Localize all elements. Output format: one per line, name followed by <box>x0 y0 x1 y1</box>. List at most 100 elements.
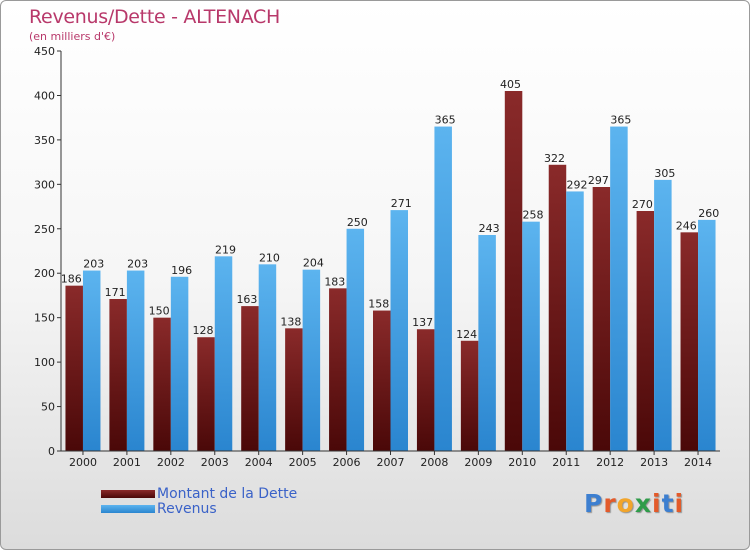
x-tick-label: 2011 <box>552 456 580 469</box>
logo-letter: i <box>652 489 662 518</box>
proxiti-logo: Proxiti <box>584 489 684 518</box>
data-labels: 1862031712031501961282191632101382041832… <box>61 78 720 341</box>
data-label: 270 <box>632 198 653 211</box>
y-tick-label: 200 <box>34 267 55 280</box>
y-tick-label: 100 <box>34 356 55 369</box>
data-label: 183 <box>324 275 345 288</box>
bar-revenus <box>82 270 101 451</box>
x-tick-label: 2000 <box>69 456 97 469</box>
bar-revenus <box>302 269 321 451</box>
x-tick-label: 2007 <box>377 456 405 469</box>
bar-revenus <box>566 191 584 451</box>
bar-dette <box>548 164 567 451</box>
x-tick-label: 2002 <box>157 456 185 469</box>
bar-dette <box>373 310 391 451</box>
x-tick-label: 2013 <box>640 456 668 469</box>
logo-letter: i <box>674 489 685 518</box>
x-tick-label: 2012 <box>596 456 624 469</box>
data-label: 305 <box>654 167 675 180</box>
bar-dette <box>680 232 699 451</box>
x-tick-label: 2010 <box>508 456 536 469</box>
data-label: 292 <box>566 178 587 191</box>
data-label: 203 <box>83 258 104 271</box>
chart-subtitle: (en milliers d'€) <box>29 30 116 43</box>
logo-letter: x <box>634 489 652 518</box>
bar-dette <box>65 285 83 451</box>
bar-revenus <box>258 264 277 451</box>
y-tick-label: 150 <box>34 312 55 325</box>
x-tick-label: 2003 <box>201 456 229 469</box>
data-label: 203 <box>127 258 148 271</box>
legend-label-revenus: Revenus <box>157 501 217 517</box>
y-axis: 0 50 100 150 200 250 300 350 400 450 <box>34 45 62 458</box>
data-label: 138 <box>280 315 301 328</box>
x-tick-label: 2009 <box>464 456 492 469</box>
logo-letter: P <box>584 489 604 518</box>
bar-revenus <box>214 256 233 451</box>
data-label: 271 <box>391 197 412 210</box>
data-label: 196 <box>171 264 192 277</box>
bar-dette <box>153 317 171 451</box>
logo-letter: r <box>603 489 617 518</box>
bar-dette <box>504 91 523 451</box>
bar-revenus <box>610 126 628 452</box>
bar-dette <box>197 337 215 451</box>
legend-swatch-dette <box>101 490 155 498</box>
chart-title: Revenus/Dette - ALTENACH <box>29 6 281 28</box>
bar-dette <box>241 306 259 451</box>
bar-revenus <box>434 126 452 452</box>
data-label: 163 <box>236 293 257 306</box>
data-label: 246 <box>676 219 697 232</box>
bar-dette <box>109 299 127 451</box>
bar-dette <box>460 340 479 451</box>
bar-revenus <box>654 179 672 451</box>
data-label: 219 <box>215 243 236 256</box>
y-tick-label: 0 <box>48 445 55 458</box>
bar-dette <box>416 329 435 451</box>
y-tick-label: 250 <box>34 223 55 236</box>
data-label: 297 <box>588 174 609 187</box>
x-tick-label: 2008 <box>420 456 448 469</box>
logo-letter: t <box>661 489 675 518</box>
y-tick-label: 50 <box>41 401 55 414</box>
bar-dette <box>329 288 347 451</box>
bar-revenus <box>170 276 189 451</box>
data-label: 204 <box>303 257 324 270</box>
x-tick-label: 2001 <box>113 456 141 469</box>
bar-dette <box>636 211 655 451</box>
data-label: 186 <box>61 273 82 286</box>
bar-revenus <box>390 210 408 451</box>
data-label: 171 <box>105 286 126 299</box>
data-label: 258 <box>523 209 544 222</box>
data-label: 260 <box>698 207 719 220</box>
data-label: 365 <box>610 114 631 127</box>
bar-revenus <box>478 235 496 451</box>
legend-label-dette: Montant de la Dette <box>157 486 298 502</box>
data-label: 150 <box>149 305 170 318</box>
bar-dette <box>285 328 303 451</box>
data-label: 405 <box>500 78 521 91</box>
data-label: 158 <box>368 298 389 311</box>
data-label: 124 <box>456 328 477 341</box>
y-tick-label: 450 <box>34 45 55 58</box>
data-label: 365 <box>435 114 456 127</box>
logo-letter: o <box>616 489 635 518</box>
x-tick-label: 2006 <box>333 456 361 469</box>
y-tick-label: 300 <box>34 178 55 191</box>
legend-swatch-revenus <box>101 505 155 513</box>
data-label: 128 <box>193 324 214 337</box>
y-tick-label: 400 <box>34 89 55 102</box>
bars <box>65 91 716 452</box>
bar-dette <box>592 187 611 451</box>
x-tick-label: 2014 <box>684 456 712 469</box>
y-tick-label: 350 <box>34 134 55 147</box>
x-tick-label: 2005 <box>289 456 317 469</box>
x-axis: 2000 2001 2002 2003 2004 2005 2006 2007 2008 2009… <box>61 450 720 469</box>
data-label: 243 <box>479 222 500 235</box>
x-tick-label: 2004 <box>245 456 273 469</box>
bar-revenus <box>126 270 145 451</box>
data-label: 210 <box>259 251 280 264</box>
bar-revenus <box>698 219 716 451</box>
